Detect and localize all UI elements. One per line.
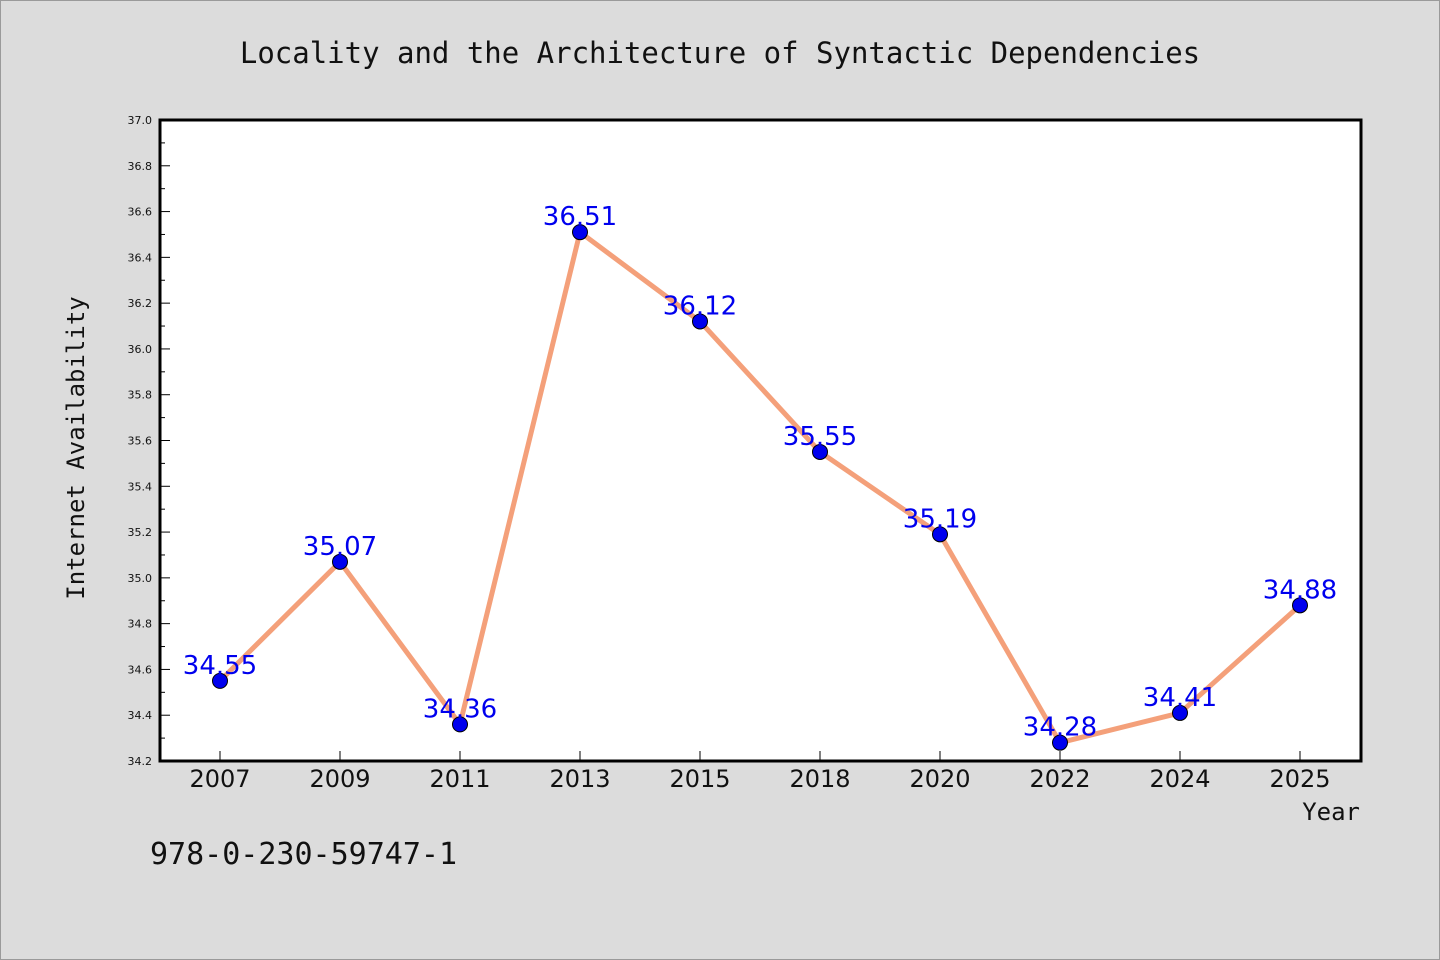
y-tick-label: 36.8 [128, 160, 153, 173]
data-label: 34.28 [1023, 713, 1097, 743]
x-tick-label: 2007 [189, 765, 250, 793]
y-axis: 34.2 34.4 34.6 34.8 35.0 35.2 35.4 35.6 35.8 36.0… [128, 114, 170, 768]
data-label: 34.55 [183, 651, 257, 681]
x-tick-label: 2015 [669, 765, 730, 793]
data-label: 35.07 [303, 532, 377, 562]
y-axis-label: Internet Availability [62, 296, 90, 599]
data-point [692, 313, 708, 330]
x-axis: 2007 2009 2011 2013 2015 2018 2020 2022 2024 2025 [189, 751, 1331, 793]
x-tick-label: 2011 [429, 765, 490, 793]
data-label: 34.41 [1143, 683, 1217, 713]
y-tick-label: 36.2 [128, 297, 153, 310]
y-tick-label: 35.6 [128, 435, 153, 448]
y-tick-label: 35.2 [128, 526, 153, 539]
x-tick-label: 2020 [909, 765, 970, 793]
data-point [212, 672, 228, 689]
x-tick-label: 2018 [789, 765, 850, 793]
isbn-text: 978-0-230-59747-1 [150, 837, 457, 872]
x-tick-label: 2024 [1149, 765, 1210, 793]
y-tick-label: 36.6 [128, 206, 153, 219]
y-tick-label: 37.0 [128, 114, 153, 127]
y-tick-label: 36.0 [128, 343, 153, 356]
series-group: 34.55 35.07 34.36 36.51 36.12 35.55 35.19 34.28… [183, 202, 1337, 751]
y-tick-label: 35.8 [128, 389, 153, 402]
data-point [1172, 704, 1188, 721]
y-tick-label: 34.6 [128, 663, 153, 676]
y-tick-label: 34.8 [128, 618, 153, 631]
x-tick-label: 2025 [1269, 765, 1330, 793]
x-tick-label: 2022 [1029, 765, 1090, 793]
y-tick-label: 35.0 [128, 572, 153, 585]
y-tick-label: 34.4 [128, 709, 153, 722]
data-label: 36.51 [543, 202, 617, 232]
data-label: 35.55 [783, 422, 857, 452]
data-label: 36.12 [663, 291, 737, 321]
data-point [452, 716, 468, 733]
data-point [572, 224, 588, 241]
y-tick-label: 35.4 [128, 480, 153, 493]
y-tick-label: 34.2 [128, 755, 153, 768]
data-label: 34.36 [423, 694, 497, 724]
data-label: 35.19 [903, 504, 977, 534]
data-point [332, 553, 348, 570]
y-tick-label: 36.4 [128, 251, 153, 264]
data-point [1292, 597, 1308, 614]
plot-area [158, 118, 1363, 763]
series-line [217, 229, 1303, 746]
x-tick-label: 2013 [549, 765, 610, 793]
data-point [932, 526, 948, 543]
data-point [1052, 734, 1068, 751]
x-tick-label: 2009 [309, 765, 370, 793]
data-point [812, 443, 828, 460]
x-axis-label: Year [1302, 798, 1360, 826]
chart-title: Locality and the Architecture of Syntact… [240, 36, 1200, 70]
data-label: 34.88 [1263, 575, 1337, 605]
